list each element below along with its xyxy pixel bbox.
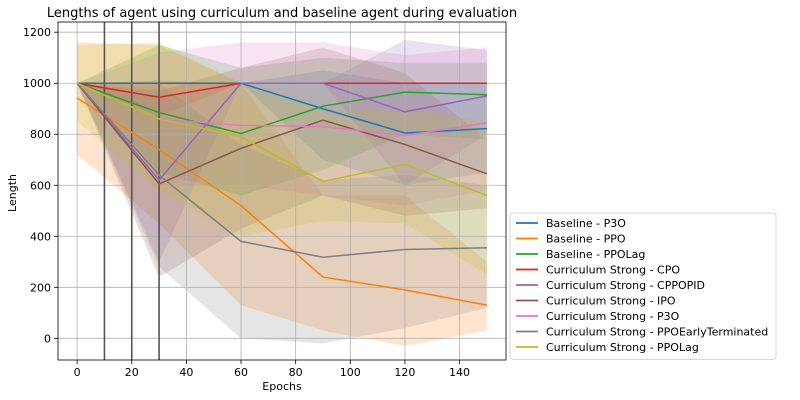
- legend-entry-7: Curriculum Strong - PPOEarlyTerminated: [546, 326, 768, 339]
- x-tick-label-4: 80: [289, 366, 303, 379]
- x-tick-label-6: 120: [394, 366, 415, 379]
- x-tick-label-3: 60: [234, 366, 248, 379]
- y-tick-label-3: 600: [30, 179, 51, 192]
- x-axis-label: Epochs: [262, 380, 302, 393]
- x-tick-label-1: 20: [125, 366, 139, 379]
- y-tick-label-2: 400: [30, 230, 51, 243]
- legend-entry-8: Curriculum Strong - PPOLag: [546, 341, 699, 354]
- x-axis-ticks: 0 20 40 60 80 100 120 140: [74, 360, 470, 379]
- legend-entry-0: Baseline - P3O: [546, 217, 626, 230]
- series-line-0: [77, 82, 487, 134]
- plot-frame: [57, 21, 507, 361]
- legend-entry-4: Curriculum Strong - CPPOPID: [546, 279, 705, 292]
- legend-entry-3: Curriculum Strong - CPO: [546, 264, 680, 277]
- y-tick-label-0: 0: [44, 332, 51, 345]
- series-line-4: [76, 82, 488, 182]
- series-lines: [76, 82, 488, 306]
- y-tick-label-4: 800: [30, 128, 51, 141]
- y-axis-ticks: 0 200 400 600 800 1000 1200: [23, 26, 58, 345]
- x-tick-label-0: 0: [74, 366, 81, 379]
- series-line-2: [76, 82, 487, 135]
- y-tick-label-5: 1000: [23, 77, 51, 90]
- vertical-markers: [103, 22, 160, 360]
- series-line-7: [76, 82, 487, 258]
- legend-entry-1: Baseline - PPO: [546, 233, 626, 246]
- x-tick-label-7: 140: [449, 366, 470, 379]
- legend-entry-2: Baseline - PPOLag: [546, 248, 645, 261]
- x-tick-label-5: 100: [340, 366, 361, 379]
- confidence-bands: [77, 39, 487, 346]
- y-tick-label-6: 1200: [23, 26, 51, 39]
- band-3: [77, 80, 487, 117]
- y-axis-label: Length: [6, 174, 19, 212]
- y-tick-label-1: 200: [30, 281, 51, 294]
- series-line-8: [76, 82, 488, 197]
- legend-entry-5: Curriculum Strong - IPO: [546, 295, 676, 308]
- band-7: [77, 83, 487, 344]
- legend-entry-6: Curriculum Strong - P3O: [546, 310, 680, 323]
- series-line-1: [76, 97, 488, 306]
- legend-box: [509, 212, 777, 360]
- chart-title: Lengths of agent using curriculum and ba…: [47, 6, 517, 21]
- legend: Baseline - P3O Baseline - PPO Baseline - P…: [509, 212, 777, 360]
- x-tick-label-2: 40: [179, 366, 193, 379]
- series-line-5: [76, 82, 488, 185]
- band-0: [77, 70, 487, 186]
